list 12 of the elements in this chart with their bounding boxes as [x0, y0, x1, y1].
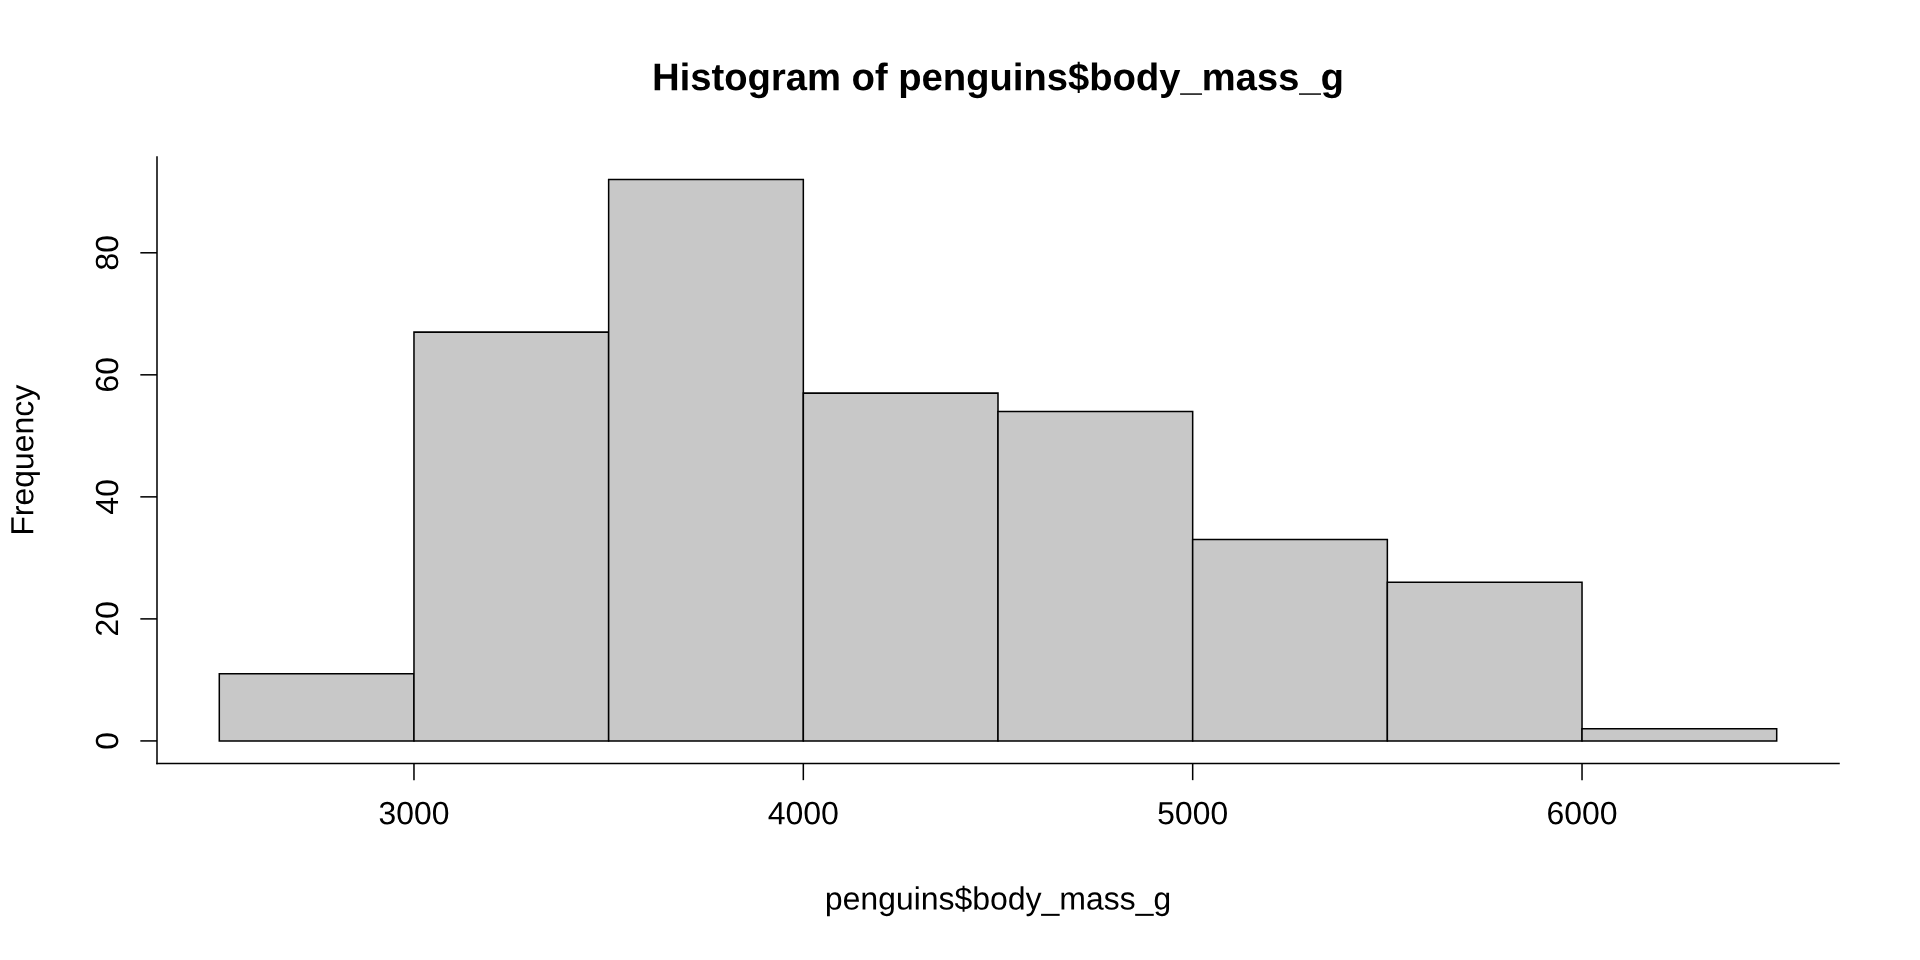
y-tick-label: 20	[95, 602, 119, 636]
y-tick-label: 80	[95, 236, 119, 270]
y-tick-label: 40	[95, 480, 119, 514]
y-axis-title: Frequency	[11, 384, 40, 534]
x-tick-label: 5000	[1158, 801, 1227, 825]
chart-title: Histogram of penguins$body_mass_g	[654, 61, 1342, 99]
x-tick-label: 3000	[379, 801, 449, 825]
y-tick-label: 60	[95, 358, 119, 391]
x-axis-title: penguins$body_mass_g	[826, 885, 1170, 917]
x-tick-label: 4000	[768, 801, 838, 825]
x-tick-label: 6000	[1548, 801, 1617, 825]
y-tick-label: 0	[95, 733, 119, 749]
